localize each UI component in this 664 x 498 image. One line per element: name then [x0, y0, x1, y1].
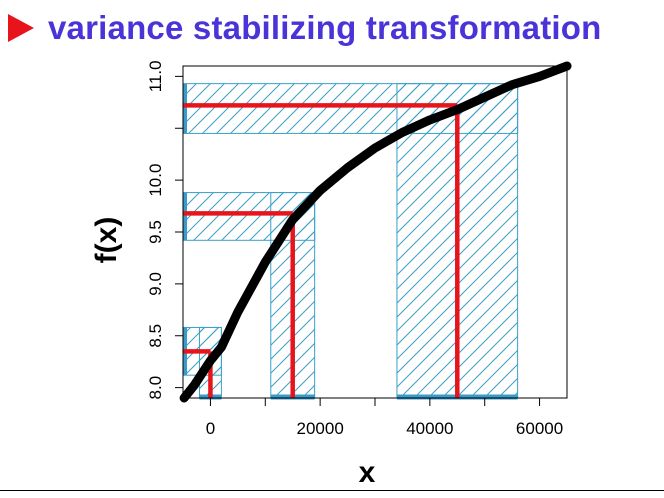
slide-title: variance stabilizing transformation [48, 9, 602, 46]
x-tick-label: 0 [206, 419, 215, 438]
y-tick-label: 8.5 [146, 324, 165, 348]
slide-title-row: variance stabilizing transformation [8, 6, 601, 50]
x-tick-label: 60000 [516, 419, 563, 438]
x-axis-label: x [359, 456, 376, 489]
y-tick-label: 11.0 [146, 60, 165, 92]
transformation-curve [179, 61, 572, 403]
plot-area: 0 20000 40000 60000 8.0 8.5 9.0 9.5 10.0 11.0 x f(x… [90, 60, 572, 489]
y-tick-label: 10.0 [146, 164, 165, 197]
y-tick-label: 9.5 [146, 220, 165, 244]
x-tick-label: 40000 [406, 419, 453, 438]
y-tick-label: 8.0 [146, 376, 165, 400]
triangle-right-icon [8, 14, 34, 42]
y-axis-label: f(x) [90, 217, 123, 264]
x-tick-label: 20000 [297, 419, 344, 438]
y-tick-label: 9.0 [146, 272, 165, 296]
slide-bottom-rule [0, 490, 664, 491]
